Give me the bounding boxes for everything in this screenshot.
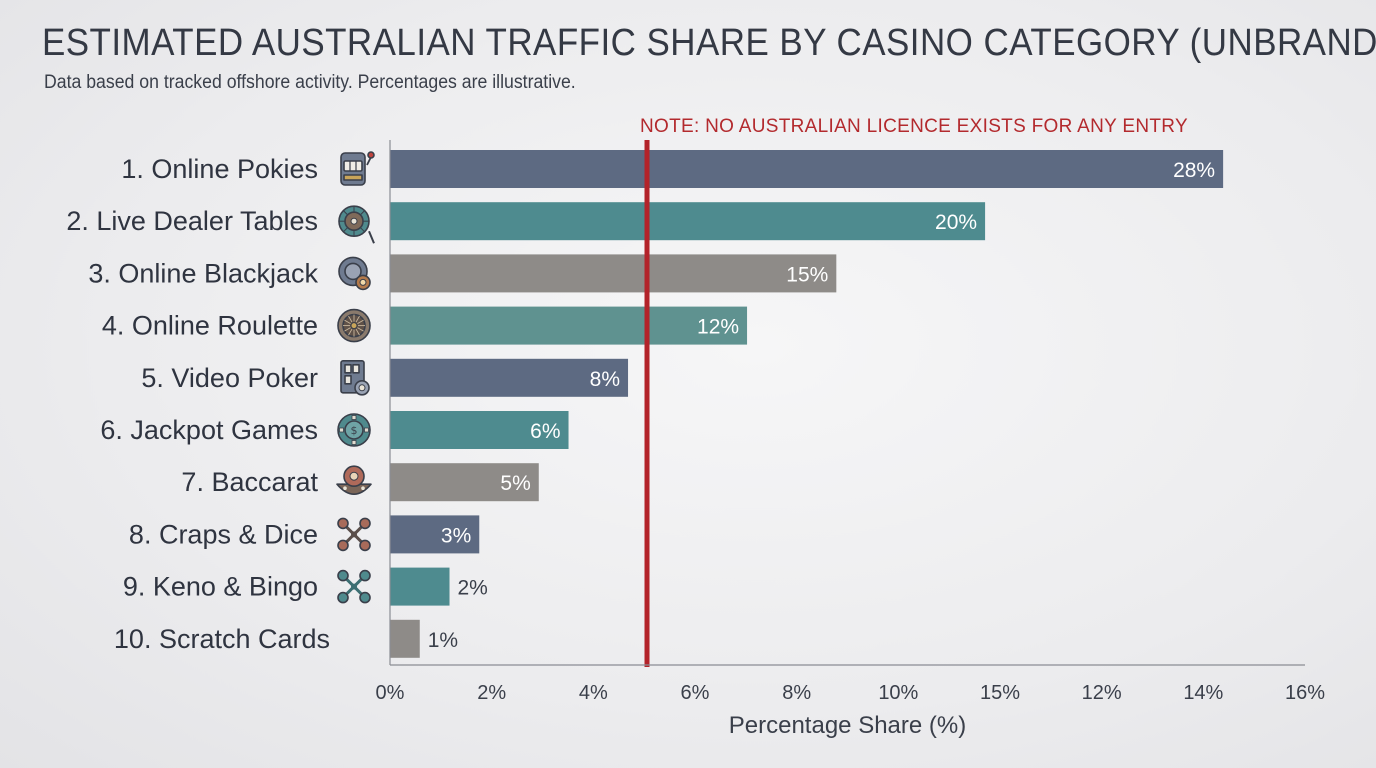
value-label: 28%: [1173, 159, 1215, 182]
bar: [390, 254, 837, 293]
keno-icon: [337, 569, 371, 604]
axis-layer: 0% 2% 4% 6% 8% 10% 15% 12% 14% 16% Percentage Shar…: [376, 140, 1325, 739]
bars-layer: 1. Online Pokies 28% 2. Live Dealer Tables…: [66, 150, 1224, 658]
chip-cards-icon: [338, 256, 371, 291]
value-label: 20%: [935, 211, 977, 234]
chart-subtitle: Data based on tracked offshore activity.…: [44, 72, 576, 93]
value-label: 15%: [786, 263, 828, 286]
category-label: 3. Online Blackjack: [88, 258, 318, 288]
x-tick-label: 4%: [579, 682, 608, 704]
roulette-wheel-icon: [338, 205, 375, 244]
category-label: 7. Baccarat: [181, 467, 318, 497]
bar: [390, 202, 986, 241]
x-tick-label: 0%: [376, 682, 405, 704]
category-label: 5. Video Poker: [141, 363, 318, 393]
bar: [390, 358, 629, 397]
category-label: 1. Online Pokies: [121, 154, 318, 184]
category-label: 4. Online Roulette: [102, 311, 318, 341]
x-axis-title: Percentage Share (%): [729, 712, 966, 739]
x-tick-label: 8%: [782, 682, 811, 704]
x-tick-label: 14%: [1183, 682, 1223, 704]
svg-text:$: $: [351, 424, 358, 437]
x-tick-label: 6%: [681, 682, 710, 704]
bar: [390, 619, 420, 658]
bar: [390, 567, 450, 606]
baccarat-icon: [336, 465, 372, 495]
chart-title: ESTIMATED AUSTRALIAN TRAFFIC SHARE BY CA…: [42, 22, 1376, 64]
bar: [390, 411, 569, 449]
bar: [390, 306, 748, 345]
category-label: 10. Scratch Cards: [114, 624, 330, 654]
value-label: 6%: [530, 420, 560, 443]
category-label: 8. Craps & Dice: [129, 519, 318, 549]
x-tick-label: 12%: [1082, 682, 1122, 704]
category-label: 2. Live Dealer Tables: [66, 206, 318, 236]
value-label: 2%: [458, 577, 488, 600]
reference-layer: NOTE: NO AUSTRALIAN LICENCE EXISTS FOR A…: [640, 116, 1188, 667]
category-label: 9. Keno & Bingo: [123, 572, 318, 602]
jackpot-coin-icon: $: [337, 413, 371, 447]
x-tick-label: 15%: [980, 682, 1020, 704]
bar: [390, 515, 480, 554]
x-tick-label: 16%: [1285, 682, 1325, 704]
value-label: 8%: [590, 368, 620, 391]
x-tick-label: 2%: [477, 682, 506, 704]
reference-note: NOTE: NO AUSTRALIAN LICENCE EXISTS FOR A…: [640, 116, 1188, 137]
slot-machine-icon: [340, 151, 375, 186]
bar: [390, 463, 539, 502]
roulette-icon: [337, 308, 371, 343]
video-poker-icon: [340, 359, 370, 396]
category-label: 6. Jackpot Games: [100, 415, 318, 445]
value-label: 5%: [500, 472, 530, 495]
dice-icon: [337, 517, 371, 552]
x-tick-label: 10%: [878, 682, 918, 704]
value-label: 3%: [441, 524, 471, 547]
value-label: 12%: [697, 316, 739, 339]
value-label: 1%: [428, 629, 458, 652]
bar: [390, 150, 1224, 188]
